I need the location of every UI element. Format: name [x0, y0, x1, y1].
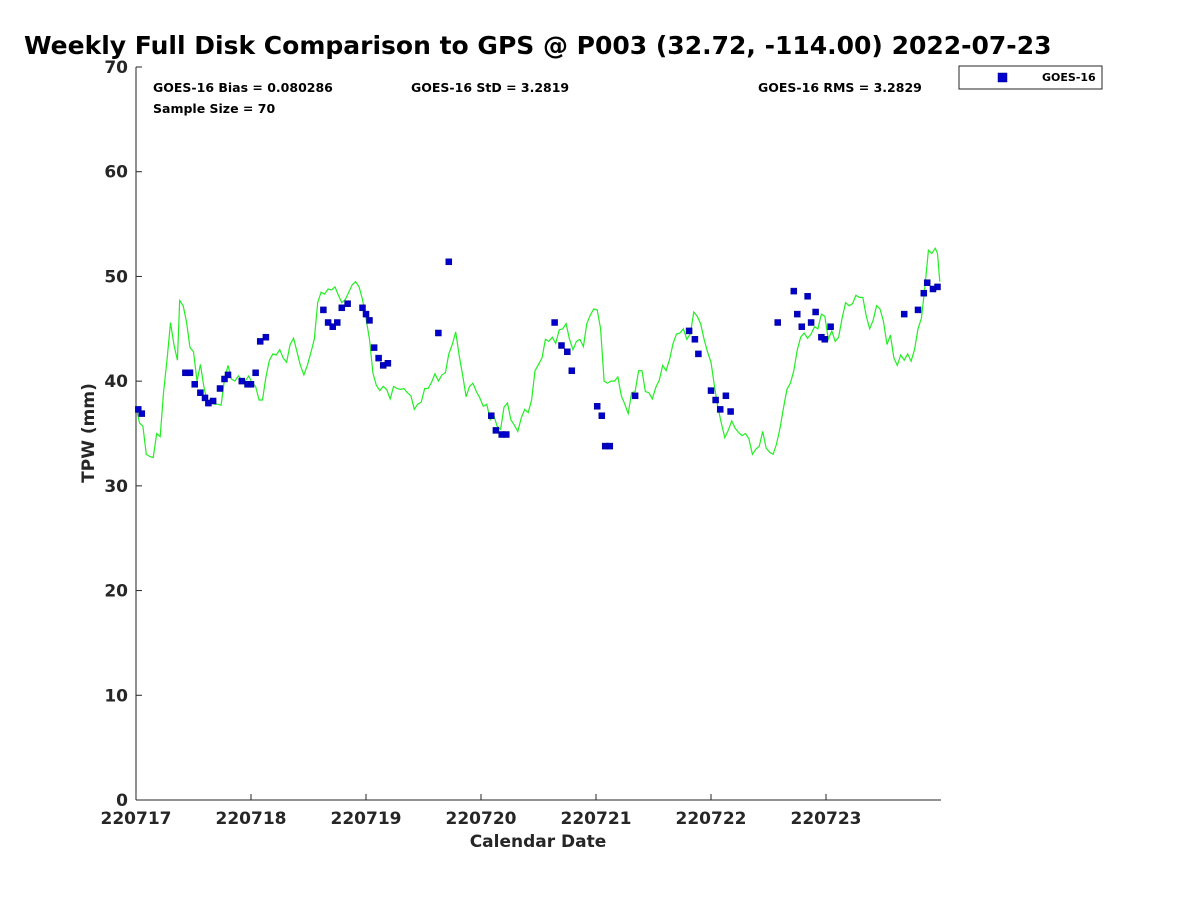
goes16-point — [359, 304, 366, 312]
goes16-point — [716, 406, 724, 413]
x-tick-label: 220717 — [101, 809, 172, 829]
goes16-point — [334, 319, 341, 326]
goes16-point — [252, 369, 259, 377]
goes16-point — [923, 279, 931, 286]
y-tick-label: 0 — [116, 791, 128, 811]
legend-label: GOES-16 — [1042, 71, 1096, 84]
goes16-point — [722, 392, 730, 400]
goes16-point — [812, 308, 819, 316]
goes16-point — [492, 427, 500, 434]
goes16-point — [695, 350, 702, 358]
goes16-point — [197, 389, 204, 396]
y-axis-label: TPW (mm) — [79, 383, 99, 483]
goes16-point — [191, 381, 198, 388]
y-tick-label: 10 — [104, 686, 128, 706]
y-tick-label: 40 — [104, 372, 128, 392]
goes16-point — [256, 338, 264, 345]
stat-bias: GOES-16 Bias = 0.080286 — [153, 80, 333, 95]
stat-rms: GOES-16 RMS = 3.2829 — [758, 80, 922, 95]
goes16-point — [445, 258, 453, 266]
goes16-point — [209, 397, 217, 405]
goes16-point — [807, 319, 815, 326]
legend-box — [958, 65, 1103, 90]
y-tick-label: 60 — [104, 163, 128, 183]
chart-title: Weekly Full Disk Comparison to GPS @ P00… — [24, 31, 1051, 60]
goes16-point — [606, 442, 614, 450]
stat-sample-size: Sample Size = 70 — [153, 101, 275, 116]
plot-area — [136, 67, 941, 800]
goes16-point — [344, 300, 351, 307]
goes16-point — [568, 367, 576, 374]
goes16-point — [201, 394, 209, 402]
goes16-point — [558, 342, 565, 349]
goes16-point — [224, 371, 232, 379]
y-tick-label: 50 — [104, 267, 128, 287]
goes16-point — [435, 329, 442, 337]
legend: GOES-16 — [958, 65, 1103, 90]
x-tick-label: 220720 — [446, 809, 517, 829]
goes16-point — [329, 323, 336, 330]
goes16-point — [712, 396, 719, 404]
y-tick-label: 70 — [104, 58, 128, 78]
stat-std: GOES-16 StD = 3.2819 — [411, 80, 569, 95]
goes16-point — [324, 319, 332, 326]
goes16-point — [384, 360, 392, 367]
goes16-point — [774, 319, 781, 326]
goes16-point — [488, 412, 495, 419]
goes16-scatter-series — [135, 258, 941, 450]
goes16-point — [320, 306, 327, 314]
goes16-point — [247, 381, 255, 388]
gps-line-series — [135, 246, 941, 459]
x-tick-label: 220719 — [331, 809, 402, 829]
goes16-point — [804, 293, 811, 300]
goes16-point — [186, 369, 194, 377]
x-tick-label: 220718 — [216, 809, 287, 829]
goes16-point — [238, 377, 246, 385]
goes16-point — [631, 392, 639, 400]
goes16-point — [370, 344, 378, 351]
goes16-point — [685, 327, 693, 335]
goes16-point — [914, 306, 922, 314]
y-tick-label: 20 — [104, 582, 128, 602]
y-tick-label: 30 — [104, 477, 128, 497]
goes16-point — [375, 354, 382, 362]
goes16-point — [338, 304, 346, 312]
x-tick-label: 220723 — [791, 809, 862, 829]
goes16-point — [798, 323, 806, 330]
axes — [135, 67, 941, 801]
x-tick-label: 220721 — [561, 809, 632, 829]
goes16-point — [262, 333, 270, 341]
goes16-point — [551, 319, 558, 326]
goes16-point — [900, 310, 908, 318]
goes16-point — [216, 385, 224, 392]
goes16-point — [934, 283, 941, 291]
goes16-point — [362, 310, 370, 318]
goes16-point — [794, 310, 801, 318]
y-ticks: 0 10 20 30 40 50 60 70 — [104, 58, 142, 811]
goes16-point — [503, 431, 510, 438]
goes16-point — [138, 410, 146, 417]
x-tick-label: 220722 — [676, 809, 747, 829]
goes16-point — [707, 387, 715, 394]
gps-line — [135, 246, 941, 459]
goes16-point — [593, 403, 601, 410]
goes16-point — [790, 287, 798, 295]
goes16-point — [727, 408, 734, 415]
goes16-point — [821, 336, 829, 343]
goes16-point — [366, 317, 373, 324]
x-ticks: 220717 220718 220719 220720 220721 220722 2207… — [101, 794, 862, 829]
goes16-point — [598, 412, 606, 419]
goes16-point — [827, 323, 834, 330]
goes16-point — [920, 289, 928, 297]
goes16-point — [135, 406, 142, 413]
x-axis-label: Calendar Date — [470, 832, 607, 852]
goes16-point — [564, 348, 571, 356]
legend-marker — [997, 72, 1008, 83]
goes16-point — [221, 375, 228, 383]
goes16-point — [691, 336, 699, 343]
